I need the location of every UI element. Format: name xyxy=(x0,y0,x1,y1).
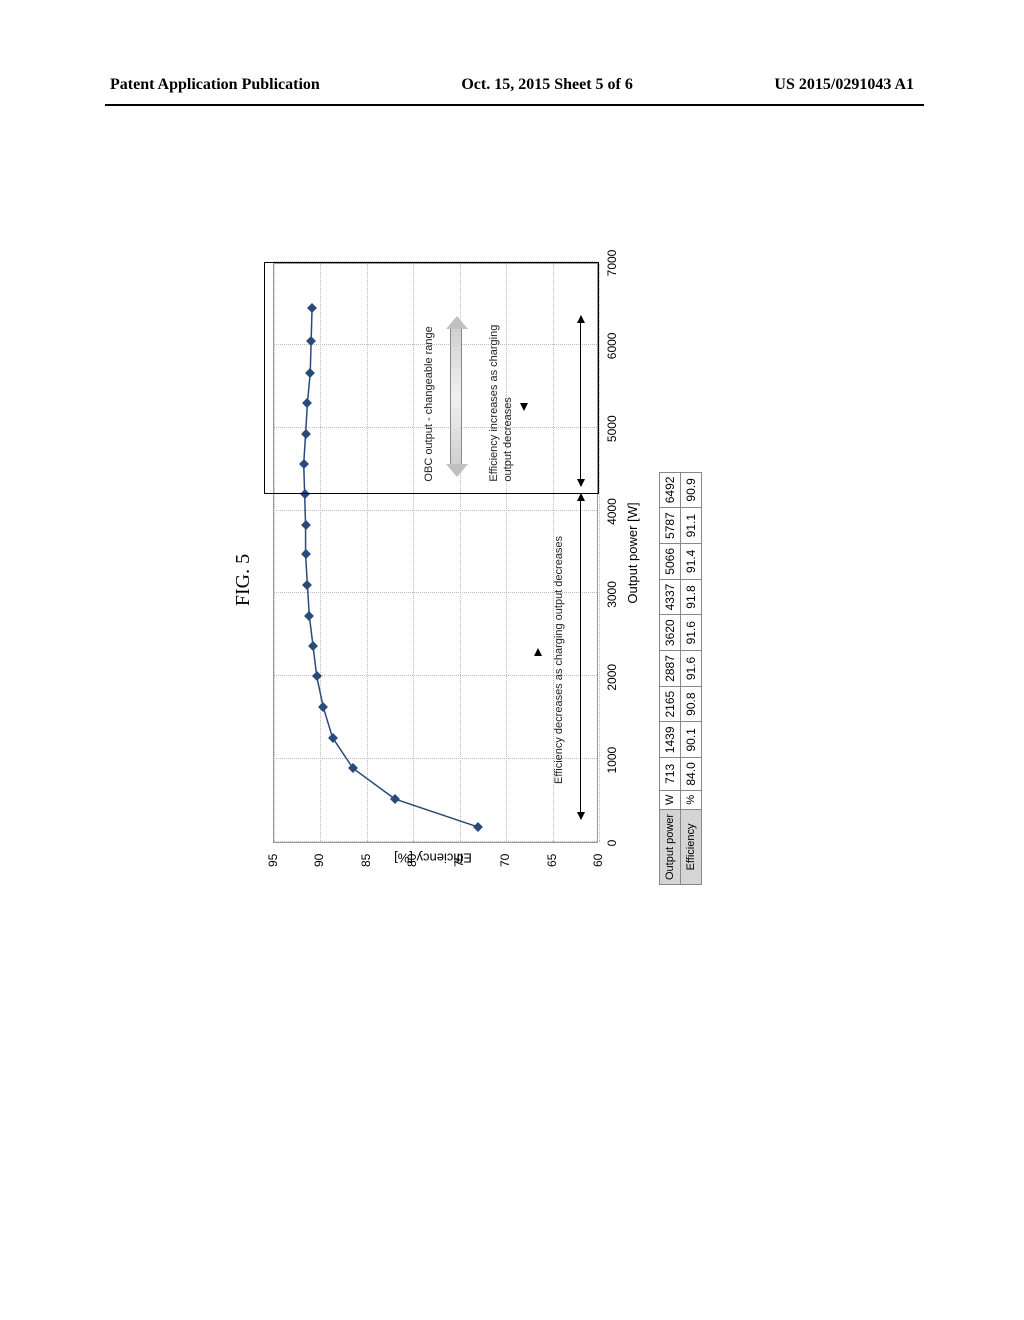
double-arrow-left xyxy=(580,494,581,819)
unit-cell-efficiency: % xyxy=(681,790,702,809)
x-tick-label: 2000 xyxy=(605,664,619,691)
gridline-vertical xyxy=(274,261,597,262)
efficiency-increase-label: Efficiency increases as charging xyxy=(488,325,500,482)
figure-content: FIG. 5 OBC output - changeable range Effi… xyxy=(232,245,792,915)
data-marker xyxy=(301,550,311,560)
gridline-horizontal xyxy=(367,264,368,842)
gridline-horizontal xyxy=(599,264,600,842)
header-center: Oct. 15, 2015 Sheet 5 of 6 xyxy=(461,76,633,94)
data-marker xyxy=(308,641,318,651)
table-cell: 713 xyxy=(660,758,681,790)
x-tick-label: 3000 xyxy=(605,581,619,608)
gridline-vertical xyxy=(274,758,597,759)
table-cell: 91.1 xyxy=(681,508,702,544)
data-marker xyxy=(302,580,312,590)
table-cell: 1439 xyxy=(660,722,681,758)
data-marker xyxy=(299,459,309,469)
y-tick-label: 65 xyxy=(545,854,559,867)
double-arrow-right xyxy=(580,316,581,486)
table-cell: 91.4 xyxy=(681,543,702,579)
x-tick-label: 1000 xyxy=(605,747,619,774)
x-tick-label: 7000 xyxy=(605,250,619,277)
data-marker xyxy=(348,763,358,773)
x-tick-label: 4000 xyxy=(605,498,619,525)
table-cell: 5066 xyxy=(660,543,681,579)
data-marker xyxy=(305,368,315,378)
table-cell: 90.9 xyxy=(681,472,702,508)
table-row-output: Output power W 713 1439 2165 2887 3620 4… xyxy=(660,472,681,884)
table-cell: 90.1 xyxy=(681,722,702,758)
data-marker xyxy=(307,303,317,313)
data-marker xyxy=(302,398,312,408)
x-tick-label: 5000 xyxy=(605,415,619,442)
table-cell: 5787 xyxy=(660,508,681,544)
x-tick-label: 6000 xyxy=(605,333,619,360)
unit-cell-output: W xyxy=(660,790,681,809)
patent-header: Patent Application Publication Oct. 15, … xyxy=(0,76,1024,94)
y-tick-label: 90 xyxy=(312,854,326,867)
plot-area: OBC output - changeable range Efficiency … xyxy=(273,263,598,843)
table-cell: 6492 xyxy=(660,472,681,508)
gridline-horizontal xyxy=(506,264,507,842)
efficiency-increase-label: output decreases xyxy=(502,397,514,481)
y-tick-label: 60 xyxy=(591,854,605,867)
y-tick-label: 80 xyxy=(405,854,419,867)
gridline-horizontal xyxy=(413,264,414,842)
table-row-efficiency: Efficiency % 84.0 90.1 90.8 91.6 91.6 91… xyxy=(681,472,702,884)
gridline-vertical xyxy=(274,841,597,842)
table-cell: 91.6 xyxy=(681,615,702,651)
table-header-output: Output power xyxy=(660,809,681,884)
x-axis-label: Output power [W] xyxy=(625,502,640,603)
table-cell: 91.6 xyxy=(681,651,702,687)
thick-arrow-icon xyxy=(450,328,462,465)
table-cell: 84.0 xyxy=(681,758,702,790)
data-marker xyxy=(328,733,338,743)
table-cell: 91.8 xyxy=(681,579,702,615)
data-marker xyxy=(301,429,311,439)
obc-label: OBC output - changeable range xyxy=(423,326,435,481)
chart-svg xyxy=(274,262,599,842)
data-marker xyxy=(300,489,310,499)
y-tick-label: 95 xyxy=(266,854,280,867)
gridline-vertical xyxy=(274,344,597,345)
header-divider xyxy=(105,104,924,106)
gridline-vertical xyxy=(274,592,597,593)
efficiency-decrease-label: Efficiency decreases as charging output … xyxy=(553,536,565,784)
right-arrow-icon xyxy=(534,648,542,656)
y-tick-label: 85 xyxy=(359,854,373,867)
y-tick-label: 70 xyxy=(498,854,512,867)
data-marker xyxy=(473,822,483,832)
x-tick-label: 0 xyxy=(605,840,619,847)
table-cell: 2165 xyxy=(660,686,681,722)
header-left: Patent Application Publication xyxy=(110,76,320,94)
data-marker xyxy=(304,611,314,621)
table-cell: 3620 xyxy=(660,615,681,651)
y-tick-label: 75 xyxy=(452,854,466,867)
table-header-efficiency: Efficiency xyxy=(681,809,702,884)
gridline-horizontal xyxy=(274,264,275,842)
left-arrow-icon xyxy=(520,403,528,411)
data-table-container: Output power W 713 1439 2165 2887 3620 4… xyxy=(659,245,702,885)
gridline-vertical xyxy=(274,427,597,428)
efficiency-chart: OBC output - changeable range Efficiency … xyxy=(263,245,653,915)
table-cell: 2887 xyxy=(660,651,681,687)
data-marker xyxy=(301,521,311,531)
header-right: US 2015/0291043 A1 xyxy=(774,76,914,94)
efficiency-table: Output power W 713 1439 2165 2887 3620 4… xyxy=(659,472,702,885)
gridline-vertical xyxy=(274,510,597,511)
gridline-horizontal xyxy=(320,264,321,842)
figure-caption: FIG. 5 xyxy=(232,245,255,915)
table-cell: 4337 xyxy=(660,579,681,615)
table-cell: 90.8 xyxy=(681,686,702,722)
data-marker xyxy=(390,794,400,804)
gridline-vertical xyxy=(274,675,597,676)
